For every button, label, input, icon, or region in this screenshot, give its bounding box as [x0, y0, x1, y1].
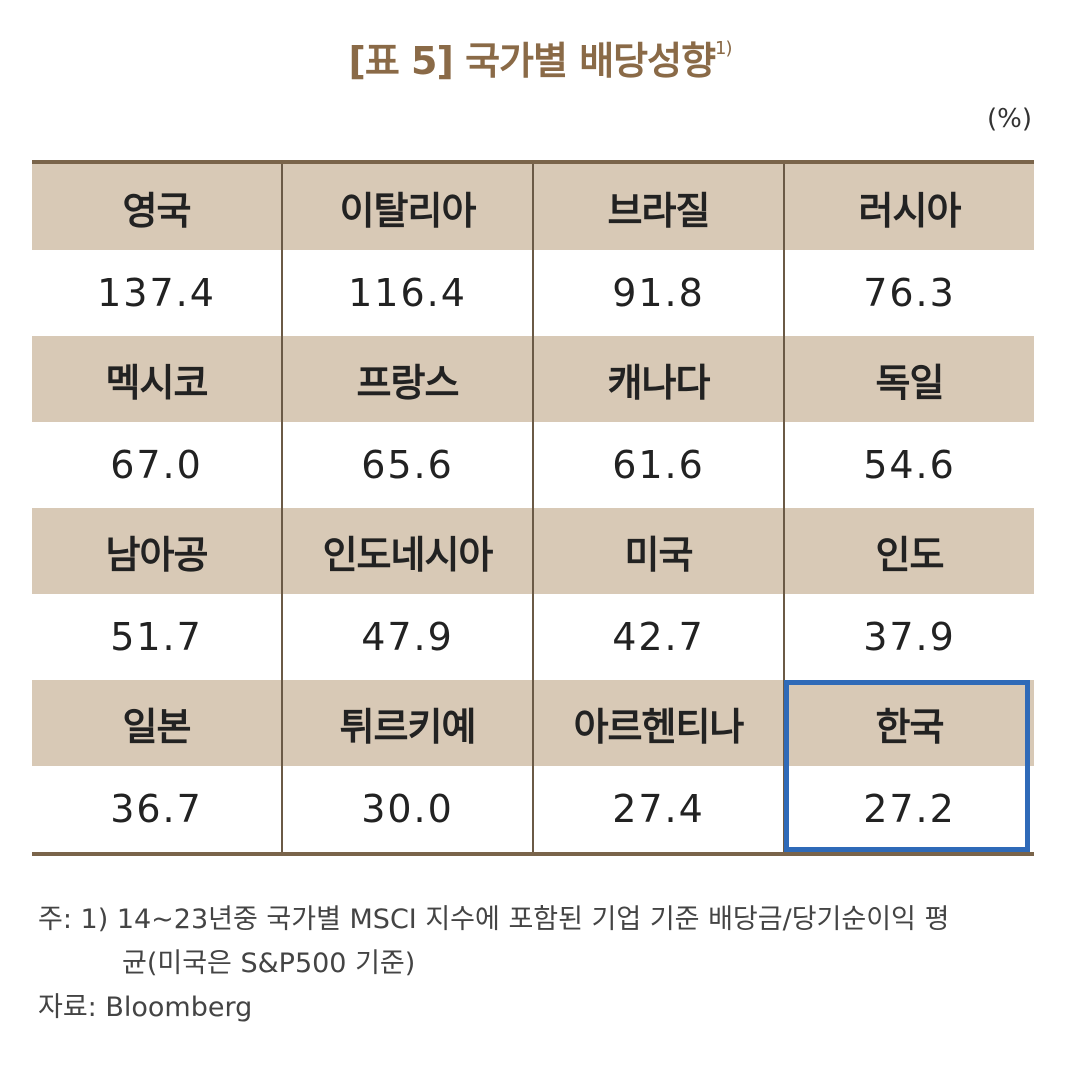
- value-cell: 36.7: [110, 787, 203, 831]
- header-row: 남아공 인도네시아 미국 인도: [32, 508, 1034, 594]
- value-cell: 54.6: [783, 422, 1034, 508]
- value-row: 36.7 30.0 27.4 27.2: [32, 766, 1034, 852]
- country-cell: 캐나다: [532, 336, 783, 422]
- country-cell: 튀르키예: [281, 680, 532, 766]
- dividend-table: 영국 이탈리아 브라질 러시아 137.4 116.4 91.8 76.3 멕시…: [32, 160, 1034, 856]
- table-title-text: [표 5] 국가별 배당성향: [348, 39, 716, 83]
- value-cell: 76.3: [783, 250, 1034, 336]
- value-cell: 67.0: [110, 443, 203, 487]
- country-cell: 남아공: [105, 532, 209, 577]
- value-cell: 42.7: [532, 594, 783, 680]
- country-cell: 이탈리아: [281, 164, 532, 250]
- country-cell: 인도: [783, 508, 1034, 594]
- footnote-line-2: 균(미국은 S&P500 기준): [122, 948, 416, 979]
- header-row: 멕시코 프랑스 캐나다 독일: [32, 336, 1034, 422]
- value-cell: 137.4: [97, 271, 216, 315]
- value-cell: 47.9: [281, 594, 532, 680]
- footnote: 주: 1) 14~23년중 국가별 MSCI 지수에 포함된 기업 기준 배당금…: [38, 898, 949, 1030]
- unit-label: (%): [987, 104, 1032, 134]
- value-cell: 30.0: [281, 766, 532, 852]
- footnote-line-1: 주: 1) 14~23년중 국가별 MSCI 지수에 포함된 기업 기준 배당금…: [38, 904, 950, 935]
- table-title: [표 5] 국가별 배당성향1): [0, 30, 1080, 85]
- header-row: 영국 이탈리아 브라질 러시아: [32, 164, 1034, 250]
- value-row: 137.4 116.4 91.8 76.3: [32, 250, 1034, 336]
- country-cell: 프랑스: [281, 336, 532, 422]
- value-cell: 65.6: [281, 422, 532, 508]
- country-cell: 일본: [122, 704, 192, 749]
- country-cell: 독일: [783, 336, 1034, 422]
- value-cell: 27.4: [532, 766, 783, 852]
- country-cell: 멕시코: [105, 360, 209, 405]
- country-cell: 영국: [122, 188, 192, 233]
- source-line: 자료: Bloomberg: [38, 992, 253, 1023]
- header-row: 일본 튀르키예 아르헨티나 한국: [32, 680, 1034, 766]
- value-cell: 116.4: [281, 250, 532, 336]
- korea-highlight-box: [784, 680, 1030, 852]
- country-cell: 미국: [532, 508, 783, 594]
- country-cell: 아르헨티나: [532, 680, 783, 766]
- title-footnote-mark: 1): [715, 38, 733, 60]
- value-cell: 91.8: [532, 250, 783, 336]
- value-cell: 61.6: [532, 422, 783, 508]
- country-cell: 브라질: [532, 164, 783, 250]
- value-cell: 37.9: [783, 594, 1034, 680]
- value-row: 67.0 65.6 61.6 54.6: [32, 422, 1034, 508]
- value-cell: 51.7: [110, 615, 203, 659]
- country-cell: 러시아: [783, 164, 1034, 250]
- country-cell: 인도네시아: [281, 508, 532, 594]
- value-row: 51.7 47.9 42.7 37.9: [32, 594, 1034, 680]
